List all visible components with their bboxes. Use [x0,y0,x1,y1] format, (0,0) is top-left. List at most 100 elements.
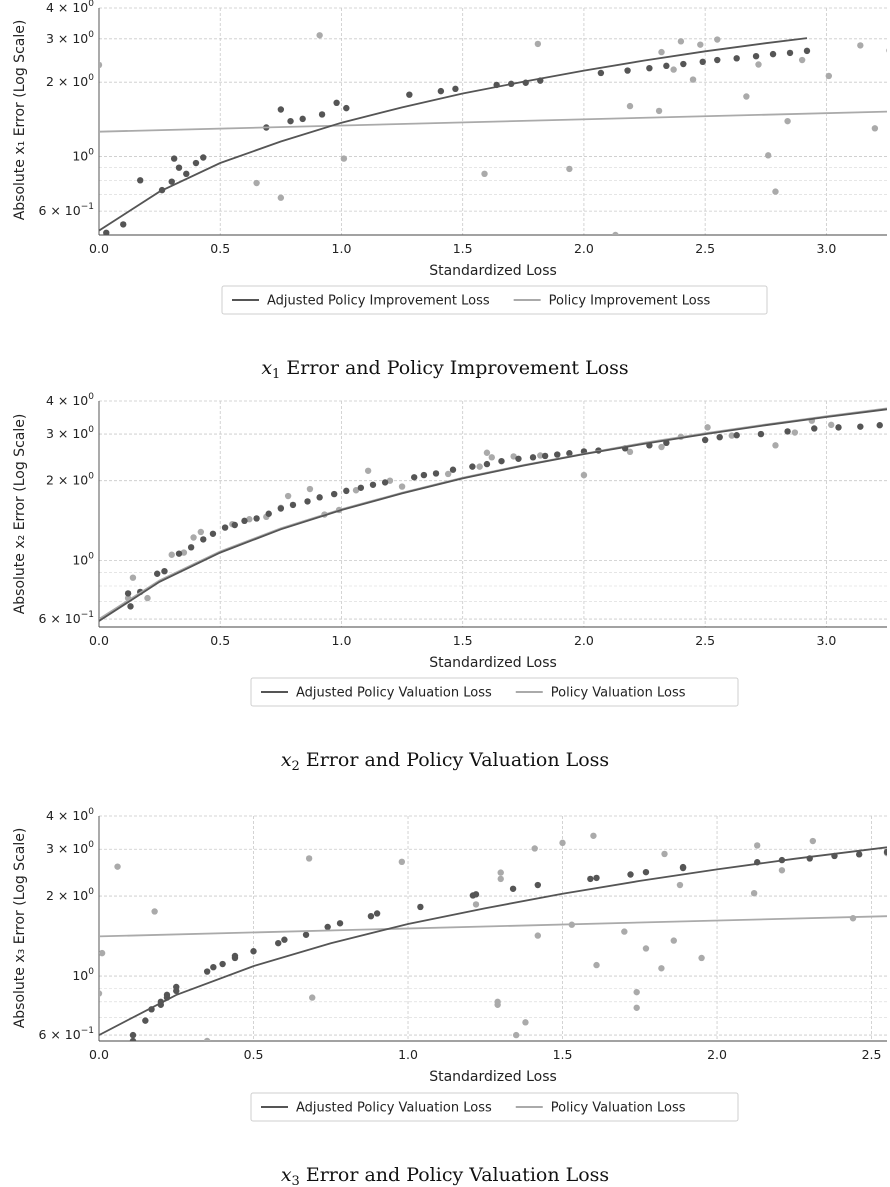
data-point [534,881,542,889]
x-tick-label: 2.5 [862,1047,882,1062]
data-point [497,875,504,883]
data-point [381,479,389,486]
data-point [593,961,600,969]
data-point [784,428,791,435]
data-point [876,422,883,429]
data-point [597,69,605,77]
data-point [336,920,344,927]
chart-caption: x3 Error and Policy Valuation Loss [281,1164,609,1187]
x-tick-label: 0.5 [244,1047,264,1062]
data-point [886,48,887,53]
data-point [772,442,779,449]
data-point [633,988,640,996]
data-point [626,448,634,456]
x-tick-label: 0.0 [89,1047,109,1062]
data-point [114,863,121,870]
data-point [316,32,323,39]
data-point [173,983,180,991]
x-tick-label: 1.5 [453,633,473,648]
data-point [621,928,628,935]
x-tick-label: 2.0 [574,241,594,256]
data-point [444,470,452,478]
x-axis-title: Standardized Loss [429,263,557,279]
data-point [192,159,200,167]
fit-curve [99,407,887,620]
data-point [658,443,665,451]
data-point [646,64,653,72]
data-point [704,424,711,431]
y-tick-label: 4 × 100 [46,0,94,15]
legend: Adjusted Policy Valuation Loss Policy Val… [250,1092,739,1122]
data-point [498,457,505,465]
data-point [587,875,594,883]
chart-caption: x2 Error and Policy Valuation Loss [281,749,609,774]
data-point [231,521,238,529]
x-tick-label: 1.0 [398,1047,418,1062]
data-point [733,55,740,62]
data-point [277,505,285,512]
data-point [642,868,650,876]
data-point [698,954,705,962]
data-point [153,570,161,577]
y-tick-label: 4 × 100 [46,392,94,408]
data-point [512,1031,520,1039]
data-point [534,40,542,48]
data-point [803,47,811,55]
data-point [187,544,195,551]
data-point [472,901,480,908]
legend-label: Adjusted Policy Valuation Loss [296,686,492,701]
y-tick-label: 100 [72,147,94,163]
data-point [406,91,413,98]
data-point [580,471,588,479]
data-point [534,932,542,939]
fit-curve [99,110,887,133]
data-point [509,885,517,892]
data-point [757,430,765,438]
y-tick-label: 3 × 100 [46,840,94,856]
data-point [209,530,217,537]
legend: Adjusted Policy Valuation Loss Policy Val… [250,677,739,707]
data-point [190,534,197,541]
y-axis-title: Absolute x₁ Error (Log Scale) [12,20,28,221]
data-point [755,61,762,68]
data-point [197,528,205,536]
data-point [241,517,248,525]
data-point [883,848,887,856]
data-point [566,165,573,173]
x-tick-label: 0.5 [210,633,230,648]
data-point [299,115,306,123]
data-point [309,994,316,1001]
data-point [750,889,758,897]
data-point [316,494,323,501]
data-point [246,516,253,523]
data-point [343,104,350,112]
chart-1: 0.0 0.5 1.0 1.5 2.0 2.5 3.0 6 × 10−1 100 2 × 100 3… [12,0,887,382]
data-point [284,492,292,500]
data-point [417,903,424,911]
data-point [163,991,171,999]
y-tick-label: 3 × 100 [46,30,94,46]
data-point [250,948,257,955]
data-point [680,60,687,68]
data-point [510,453,517,460]
data-point [219,960,226,968]
data-point [129,574,137,581]
data-point [151,908,158,915]
fit-curve [99,915,887,938]
data-point [302,931,310,938]
legend-box [250,677,739,707]
data-point [828,421,835,429]
data-point [398,483,406,490]
data-point [170,155,178,162]
x-tick-label: 1.0 [332,633,352,648]
data-point [330,490,338,498]
data-point [129,1037,137,1041]
x-tick-label: 2.5 [695,633,715,648]
data-point [811,425,818,432]
data-point [515,455,522,462]
x-tick-label: 3.0 [816,633,836,648]
legend-box [221,285,768,315]
data-point [210,963,217,971]
y-axis-title: Absolute x₃ Error (Log Scale) [12,828,28,1029]
data-point [593,874,600,882]
